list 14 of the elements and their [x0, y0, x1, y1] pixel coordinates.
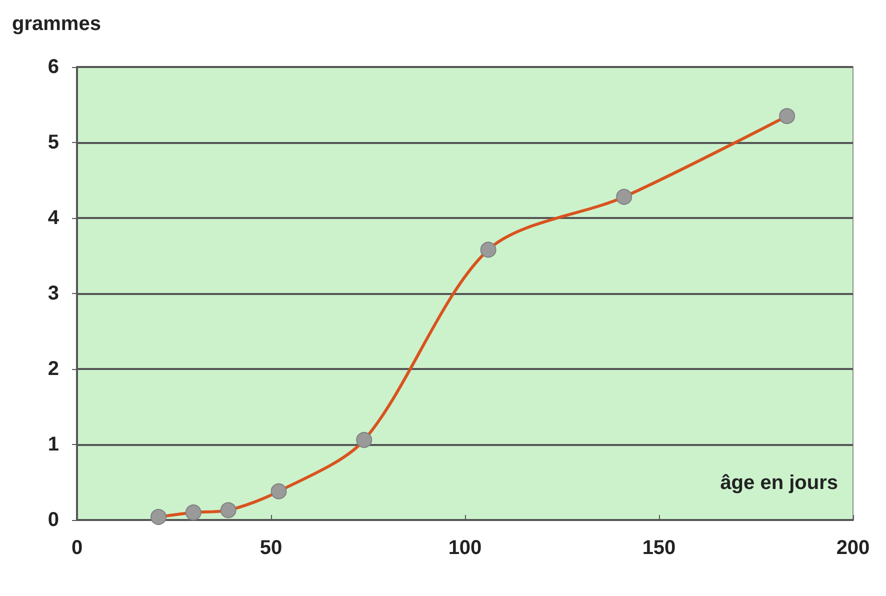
y-tick-label: 2	[48, 358, 59, 380]
x-tick-label: 200	[836, 537, 870, 559]
y-tick-label: 3	[48, 282, 59, 304]
x-tick-label: 50	[260, 537, 282, 559]
y-tick-label: 5	[48, 132, 59, 154]
y-axis-title: grammes	[12, 13, 101, 35]
x-tick-label: 150	[642, 537, 676, 559]
y-tick-label: 6	[48, 56, 59, 78]
x-axis-title: âge en jours	[720, 472, 838, 494]
y-tick-label: 0	[48, 509, 59, 531]
y-tick-label: 4	[48, 207, 60, 229]
y-tick-label: 1	[48, 434, 59, 456]
x-tick-label: 100	[448, 537, 482, 559]
x-tick-label: 0	[71, 537, 83, 559]
